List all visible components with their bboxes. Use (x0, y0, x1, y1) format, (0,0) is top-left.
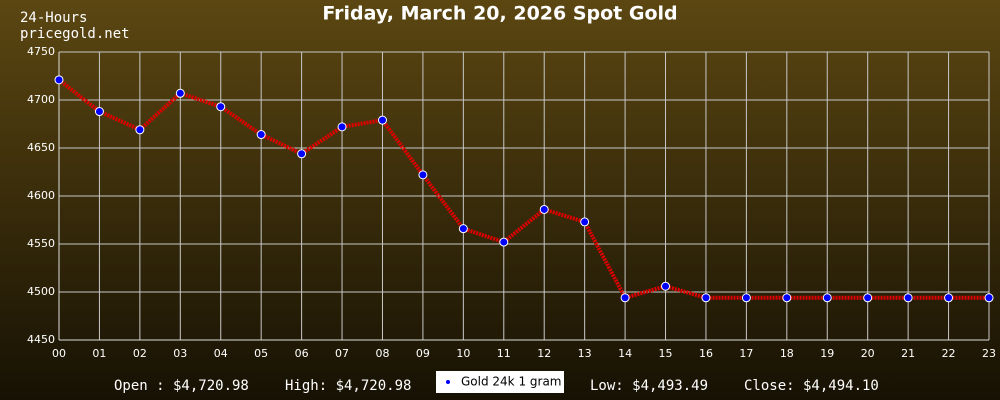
stat-close: Close: $4,494.10 (744, 378, 879, 394)
data-point (337, 122, 347, 132)
x-tick-label: 11 (497, 347, 511, 360)
data-point (620, 293, 630, 303)
data-point (135, 125, 145, 135)
data-point (216, 102, 226, 112)
x-tick-label: 05 (254, 347, 268, 360)
x-tick-label: 16 (699, 347, 713, 360)
x-tick-label: 00 (52, 347, 66, 360)
data-point (175, 88, 185, 98)
x-tick-label: 09 (416, 347, 430, 360)
y-tick-label: 4750 (27, 45, 55, 58)
x-tick-label: 08 (375, 347, 389, 360)
y-tick-label: 4550 (27, 237, 55, 250)
series-line (57, 78, 989, 301)
legend-label: Gold 24k 1 gram (461, 375, 561, 389)
x-tick-label: 14 (618, 347, 632, 360)
x-tick-label: 13 (578, 347, 592, 360)
data-point (701, 293, 711, 303)
x-tick-label: 02 (133, 347, 147, 360)
data-point (944, 293, 954, 303)
x-tick-label: 17 (739, 347, 753, 360)
x-tick-label: 15 (659, 347, 673, 360)
legend-box (436, 371, 564, 393)
x-tick-label: 19 (820, 347, 834, 360)
data-point (377, 115, 387, 125)
stat-low: Low: $4,493.49 (590, 378, 708, 394)
y-tick-label: 4650 (27, 141, 55, 154)
data-point (499, 237, 509, 247)
data-point (539, 204, 549, 214)
source-label: pricegold.net (20, 26, 130, 42)
stat-high: High: $4,720.98 (285, 378, 411, 394)
legend-marker (446, 380, 450, 384)
stat-open: Open : $4,720.98 (114, 378, 249, 394)
data-point (256, 130, 266, 140)
chart-title: Friday, March 20, 2026 Spot Gold (322, 3, 677, 25)
x-tick-label: 22 (942, 347, 956, 360)
x-tick-label: 23 (982, 347, 996, 360)
x-tick-label: 10 (456, 347, 470, 360)
x-tick-label: 04 (214, 347, 228, 360)
x-tick-label: 01 (92, 347, 106, 360)
plot-area: 4450 4500 4550 4600 4650 4700 4750 00 01 02 03 04 05… (27, 45, 996, 360)
data-point (54, 75, 64, 85)
x-tick-label: 12 (537, 347, 551, 360)
x-tick-label: 20 (861, 347, 875, 360)
x-tick-label: 07 (335, 347, 349, 360)
y-tick-label: 4450 (27, 333, 55, 346)
data-point (984, 293, 994, 303)
data-point (741, 293, 751, 303)
data-point (822, 293, 832, 303)
data-point (661, 281, 671, 291)
data-point (458, 224, 468, 234)
data-point (94, 107, 104, 117)
x-tick-label: 03 (173, 347, 187, 360)
data-point (863, 293, 873, 303)
data-point (580, 217, 590, 227)
x-tick-label: 21 (901, 347, 915, 360)
data-point (782, 293, 792, 303)
data-point (903, 293, 913, 303)
y-tick-label: 4500 (27, 285, 55, 298)
x-tick-label: 18 (780, 347, 794, 360)
y-tick-label: 4600 (27, 189, 55, 202)
y-tick-label: 4700 (27, 93, 55, 106)
data-point (418, 170, 428, 180)
data-point (297, 149, 307, 159)
period-label: 24-Hours (20, 10, 87, 26)
x-tick-label: 06 (295, 347, 309, 360)
